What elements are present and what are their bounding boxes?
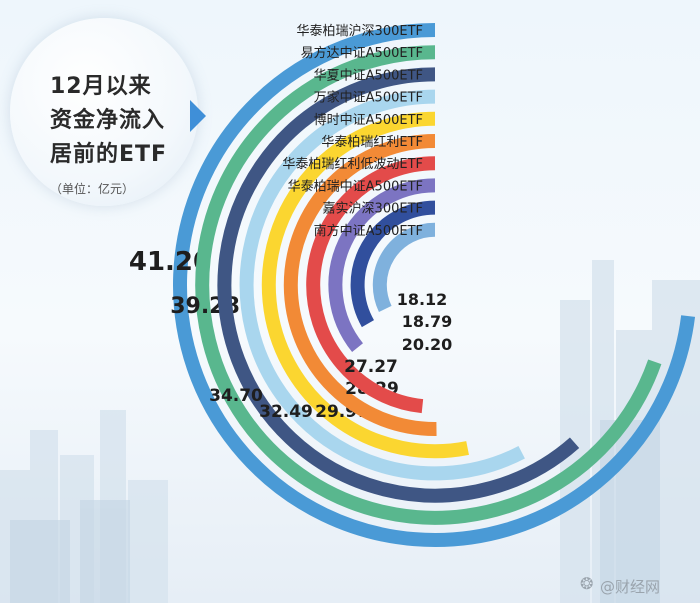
category-label-7: 华泰柏瑞红利低波动ETF bbox=[282, 156, 423, 172]
value-label-10: 18.12 bbox=[397, 290, 448, 309]
value-label-4: 32.49 bbox=[259, 402, 313, 422]
title-badge bbox=[10, 18, 198, 206]
bar-arc-7 bbox=[306, 156, 436, 414]
value-label-3: 34.70 bbox=[209, 386, 263, 406]
arrow-right-icon bbox=[190, 100, 206, 132]
category-label-3: 华夏中证A500ETF bbox=[314, 68, 423, 83]
bar-arc-2 bbox=[195, 45, 662, 525]
bar-arc-4 bbox=[239, 89, 525, 481]
chart-title-line-2: 资金净流入 bbox=[50, 108, 166, 133]
bar-arc-1 bbox=[173, 23, 696, 547]
category-label-8: 华泰柏瑞中证A500ETF bbox=[288, 179, 423, 194]
bar-arc-3 bbox=[217, 67, 580, 503]
category-label-6: 华泰柏瑞红利ETF bbox=[321, 134, 423, 150]
bar-arc-10 bbox=[372, 222, 436, 312]
chart-title-line-3: 居前的ETF bbox=[50, 142, 168, 167]
bar-arc-6 bbox=[283, 134, 437, 436]
value-label-9: 18.79 bbox=[402, 312, 453, 331]
category-label-1: 华泰柏瑞沪深300ETF bbox=[297, 23, 423, 39]
unit-label: （单位：亿元） bbox=[50, 182, 135, 196]
category-label-10: 南方中证A500ETF bbox=[314, 223, 423, 239]
bar-arc-8 bbox=[328, 178, 436, 353]
bar-arc-5 bbox=[261, 111, 469, 459]
value-label-8: 20.20 bbox=[402, 335, 453, 354]
category-label-4: 万家中证A500ETF bbox=[314, 90, 423, 106]
category-label-9: 嘉实沪深300ETF bbox=[323, 201, 423, 217]
chart-title-line-1: 12月以来 bbox=[50, 74, 152, 99]
value-label-7: 27.27 bbox=[344, 357, 398, 377]
weibo-icon: ❂ bbox=[580, 574, 594, 593]
category-label-5: 博时中证A500ETF bbox=[314, 113, 423, 128]
watermark: @财经网 bbox=[600, 578, 661, 596]
category-label-2: 易方达中证A500ETF bbox=[301, 45, 423, 61]
bar-arc-9 bbox=[350, 200, 436, 328]
